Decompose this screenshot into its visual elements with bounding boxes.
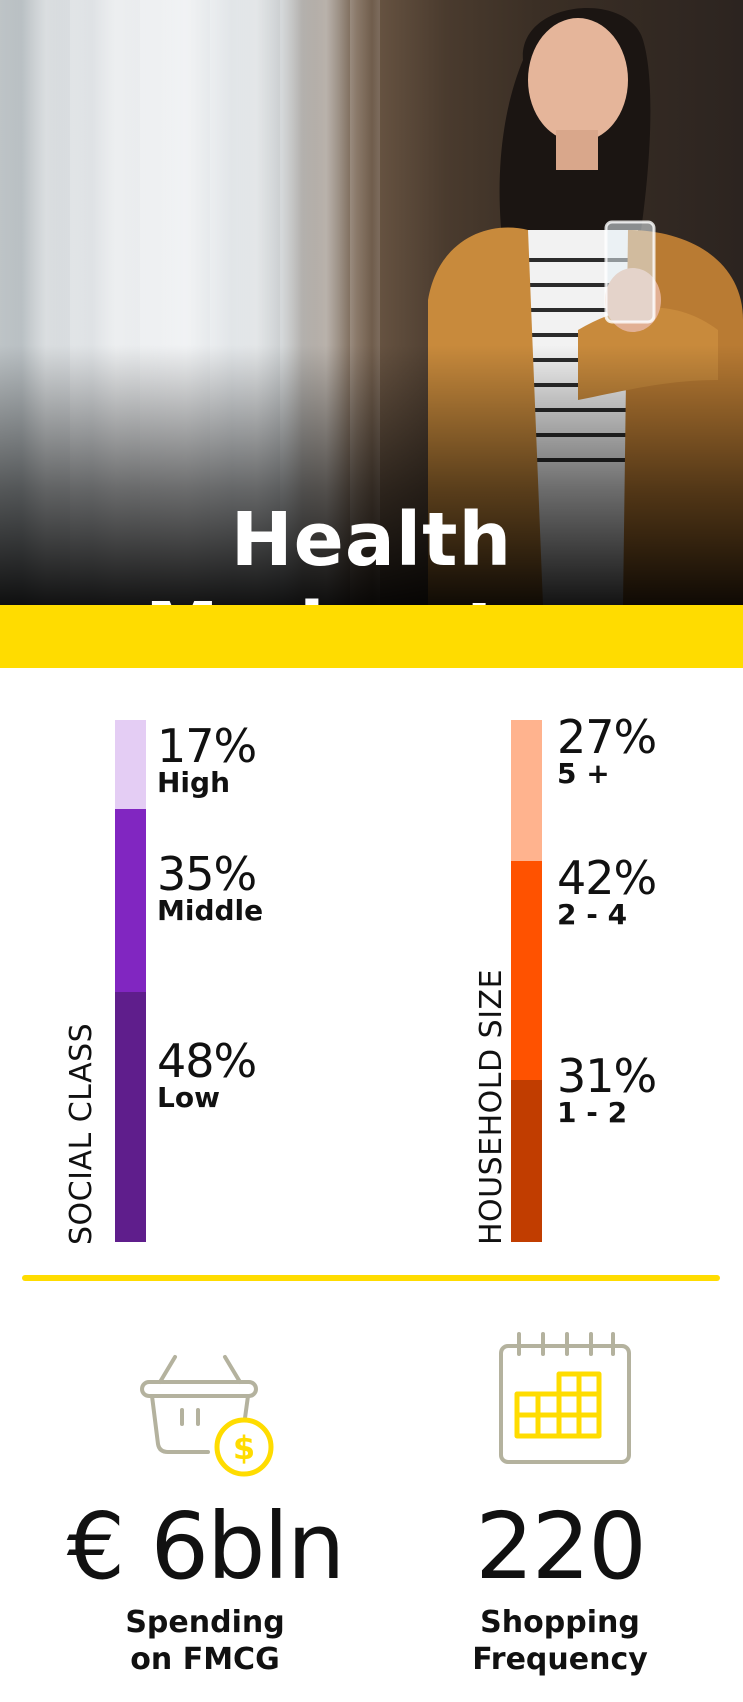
frequency-caption-line2: Frequency (472, 1642, 648, 1677)
calendar-icon (497, 1330, 635, 1466)
social-class-segment-middle (115, 809, 146, 992)
spending-value: € 6bln (66, 1493, 346, 1600)
segment-category: 2 - 4 (557, 898, 628, 931)
segment-category: 5 + (557, 757, 610, 790)
social-class-stacked-bar: 17% High 35% Middle 48% Low (115, 720, 415, 1242)
spending-caption: Spending on FMCG (60, 1604, 350, 1678)
segment-percent: 17% (157, 719, 257, 773)
segment-percent: 27% (557, 710, 657, 764)
segment-category: Low (157, 1081, 220, 1114)
spending-caption-line1: Spending (125, 1605, 285, 1640)
social-class-segment-low (115, 992, 146, 1242)
household-size-label-5plus: 27% 5 + (557, 710, 657, 790)
household-size-axis-title: HOUSEHOLD SIZE (474, 968, 509, 1245)
social-class-segment-high (115, 720, 146, 809)
frequency-value: 220 (475, 1493, 647, 1600)
social-class-label-low: 48% Low (157, 1034, 257, 1114)
spending-caption-line2: on FMCG (130, 1642, 280, 1677)
household-size-stacked-bar: 27% 5 + 42% 2 - 4 31% 1 - 2 (511, 714, 731, 1242)
social-class-axis-title: SOCIAL CLASS (64, 1022, 99, 1245)
segment-category: High (157, 766, 231, 799)
segment-percent: 48% (157, 1034, 257, 1088)
social-class-label-high: 17% High (157, 719, 257, 799)
segment-percent: 35% (157, 847, 257, 901)
hero-gradient-overlay (0, 345, 743, 605)
household-size-label-2-4: 42% 2 - 4 (557, 851, 657, 931)
household-size-segment-1-2 (511, 1080, 542, 1242)
hero-image: Health Moderates (0, 0, 743, 605)
social-class-label-middle: 35% Middle (157, 851, 263, 925)
section-divider (22, 1275, 720, 1281)
household-size-label-1-2: 31% 1 - 2 (557, 1049, 657, 1129)
household-size-segment-2-4 (511, 861, 542, 1080)
household-size-segment-5plus (511, 720, 542, 861)
accent-band (0, 605, 743, 668)
segment-category: 1 - 2 (557, 1096, 628, 1129)
shopping-basket-dollar-icon: $ (138, 1342, 278, 1482)
frequency-caption-line1: Shopping (480, 1605, 640, 1640)
page-title: Health Moderates (145, 497, 597, 605)
segment-category: Middle (157, 894, 264, 927)
segment-percent: 31% (557, 1049, 657, 1103)
frequency-caption: Shopping Frequency (430, 1604, 690, 1678)
svg-text:$: $ (233, 1429, 255, 1467)
segment-percent: 42% (557, 851, 657, 905)
